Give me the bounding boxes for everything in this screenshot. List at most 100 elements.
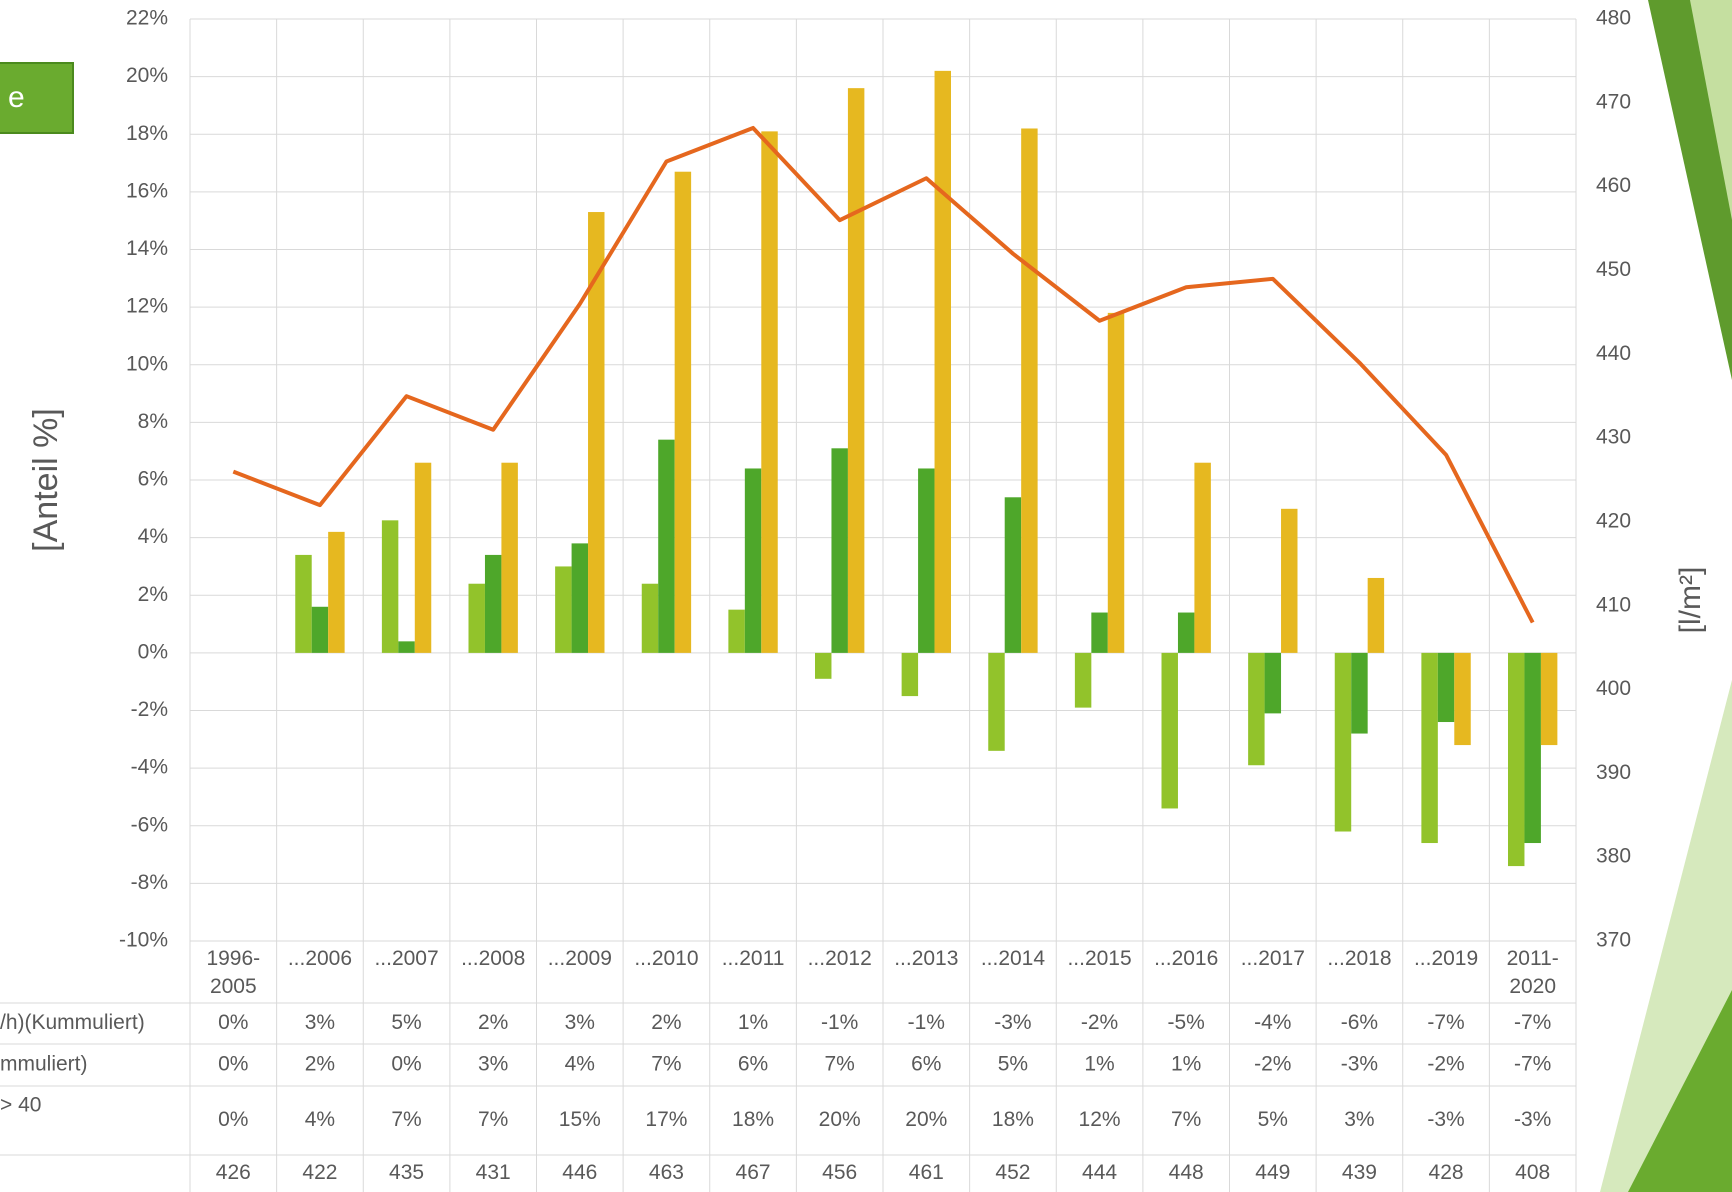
table-cell: -7% — [1514, 1011, 1551, 1034]
table-cell: 448 — [1169, 1161, 1204, 1184]
bar — [328, 532, 344, 653]
bar — [1524, 653, 1540, 843]
x-tick-label: ...2011 — [717, 945, 789, 973]
table-cell: 408 — [1515, 1161, 1550, 1184]
bar — [1541, 653, 1557, 745]
legend-label: /h)(Kummuliert) — [0, 1011, 145, 1034]
table-cell: 18% — [732, 1108, 774, 1131]
table-cell: 3% — [1344, 1108, 1374, 1131]
table-cell: 0% — [218, 1053, 248, 1076]
bar — [398, 641, 414, 653]
y-axis-title: [Anteil %] — [27, 408, 65, 552]
bar — [728, 610, 744, 653]
bar — [1281, 509, 1297, 653]
table-cell: 6% — [911, 1053, 941, 1076]
y2-axis-title: [l/m²] — [1674, 567, 1707, 634]
table-cell: 431 — [476, 1161, 511, 1184]
table-cell: 422 — [302, 1161, 337, 1184]
y-tick-label: 8% — [138, 410, 168, 433]
table-cell: 4% — [305, 1108, 335, 1131]
table-cell: -5% — [1168, 1011, 1205, 1034]
table-cell: 461 — [909, 1161, 944, 1184]
y2-tick-label: 470 — [1596, 90, 1631, 113]
bar — [1335, 653, 1351, 832]
bar — [1454, 653, 1470, 745]
table-cell: 5% — [998, 1053, 1028, 1076]
y-tick-label: 18% — [126, 122, 168, 145]
table-cell: 6% — [738, 1053, 768, 1076]
bar — [501, 463, 517, 653]
bar — [935, 71, 951, 653]
table-cell: -2% — [1427, 1053, 1464, 1076]
table-cell: 439 — [1342, 1161, 1377, 1184]
y2-tick-label: 480 — [1596, 7, 1631, 30]
table-cell: -7% — [1514, 1053, 1551, 1076]
bar — [1368, 578, 1384, 653]
table-cell: 446 — [562, 1161, 597, 1184]
bar — [572, 543, 588, 652]
table-cell: 452 — [995, 1161, 1030, 1184]
table-cell: 463 — [649, 1161, 684, 1184]
y-tick-label: -4% — [131, 756, 168, 779]
table-cell: 1% — [738, 1011, 768, 1034]
bar — [761, 131, 777, 653]
table-cell: 435 — [389, 1161, 424, 1184]
bar — [1178, 613, 1194, 653]
legend-label: > 40 — [0, 1094, 41, 1117]
x-tick-label: ...2006 — [284, 945, 356, 973]
x-tick-label: ...2017 — [1237, 945, 1309, 973]
y2-tick-label: 410 — [1596, 593, 1631, 616]
bar — [382, 520, 398, 653]
x-tick-label: ...2008 — [457, 945, 529, 973]
x-tick-label: ...2019 — [1410, 945, 1482, 973]
y-tick-label: 16% — [126, 179, 168, 202]
bar — [1508, 653, 1524, 866]
bar — [1108, 313, 1124, 653]
table-cell: -6% — [1341, 1011, 1378, 1034]
y2-tick-label: 430 — [1596, 426, 1631, 449]
bar — [815, 653, 831, 679]
table-cell: 0% — [391, 1053, 421, 1076]
table-cell: -3% — [994, 1011, 1031, 1034]
y2-tick-label: 370 — [1596, 929, 1631, 952]
y2-tick-label: 450 — [1596, 258, 1631, 281]
table-cell: 426 — [216, 1161, 251, 1184]
bar — [1351, 653, 1367, 734]
bar — [1265, 653, 1281, 714]
bar — [848, 88, 864, 653]
bar — [1421, 653, 1437, 843]
table-cell: 4% — [565, 1053, 595, 1076]
bar — [642, 584, 658, 653]
table-cell: 18% — [992, 1108, 1034, 1131]
x-tick-label: ...2010 — [630, 945, 702, 973]
y-tick-label: -10% — [119, 929, 168, 952]
table-cell: 20% — [819, 1108, 861, 1131]
bar — [1438, 653, 1454, 722]
bar — [1091, 613, 1107, 653]
table-cell: 5% — [1258, 1108, 1288, 1131]
page: {"chart_data": {"type": "bar", "button":… — [0, 0, 1732, 1192]
bar — [1075, 653, 1091, 708]
bar — [988, 653, 1004, 751]
table-cell: 15% — [559, 1108, 601, 1131]
table-cell: 2% — [651, 1011, 681, 1034]
table-cell: 444 — [1082, 1161, 1117, 1184]
x-tick-label: ...2013 — [890, 945, 962, 973]
table-cell: 3% — [305, 1011, 335, 1034]
bar — [1161, 653, 1177, 809]
y-tick-label: -8% — [131, 871, 168, 894]
table-cell: 3% — [478, 1053, 508, 1076]
bar — [295, 555, 311, 653]
bar — [555, 566, 571, 652]
y-tick-label: 0% — [138, 640, 168, 663]
table-cell: -7% — [1427, 1011, 1464, 1034]
y2-tick-label: 420 — [1596, 509, 1631, 532]
table-cell: 0% — [218, 1011, 248, 1034]
bar — [918, 468, 934, 652]
bar — [675, 172, 691, 653]
table-cell: 3% — [565, 1011, 595, 1034]
x-tick-label: ...2018 — [1323, 945, 1395, 973]
table-cell: -1% — [908, 1011, 945, 1034]
table-cell: 12% — [1079, 1108, 1121, 1131]
bar — [902, 653, 918, 696]
